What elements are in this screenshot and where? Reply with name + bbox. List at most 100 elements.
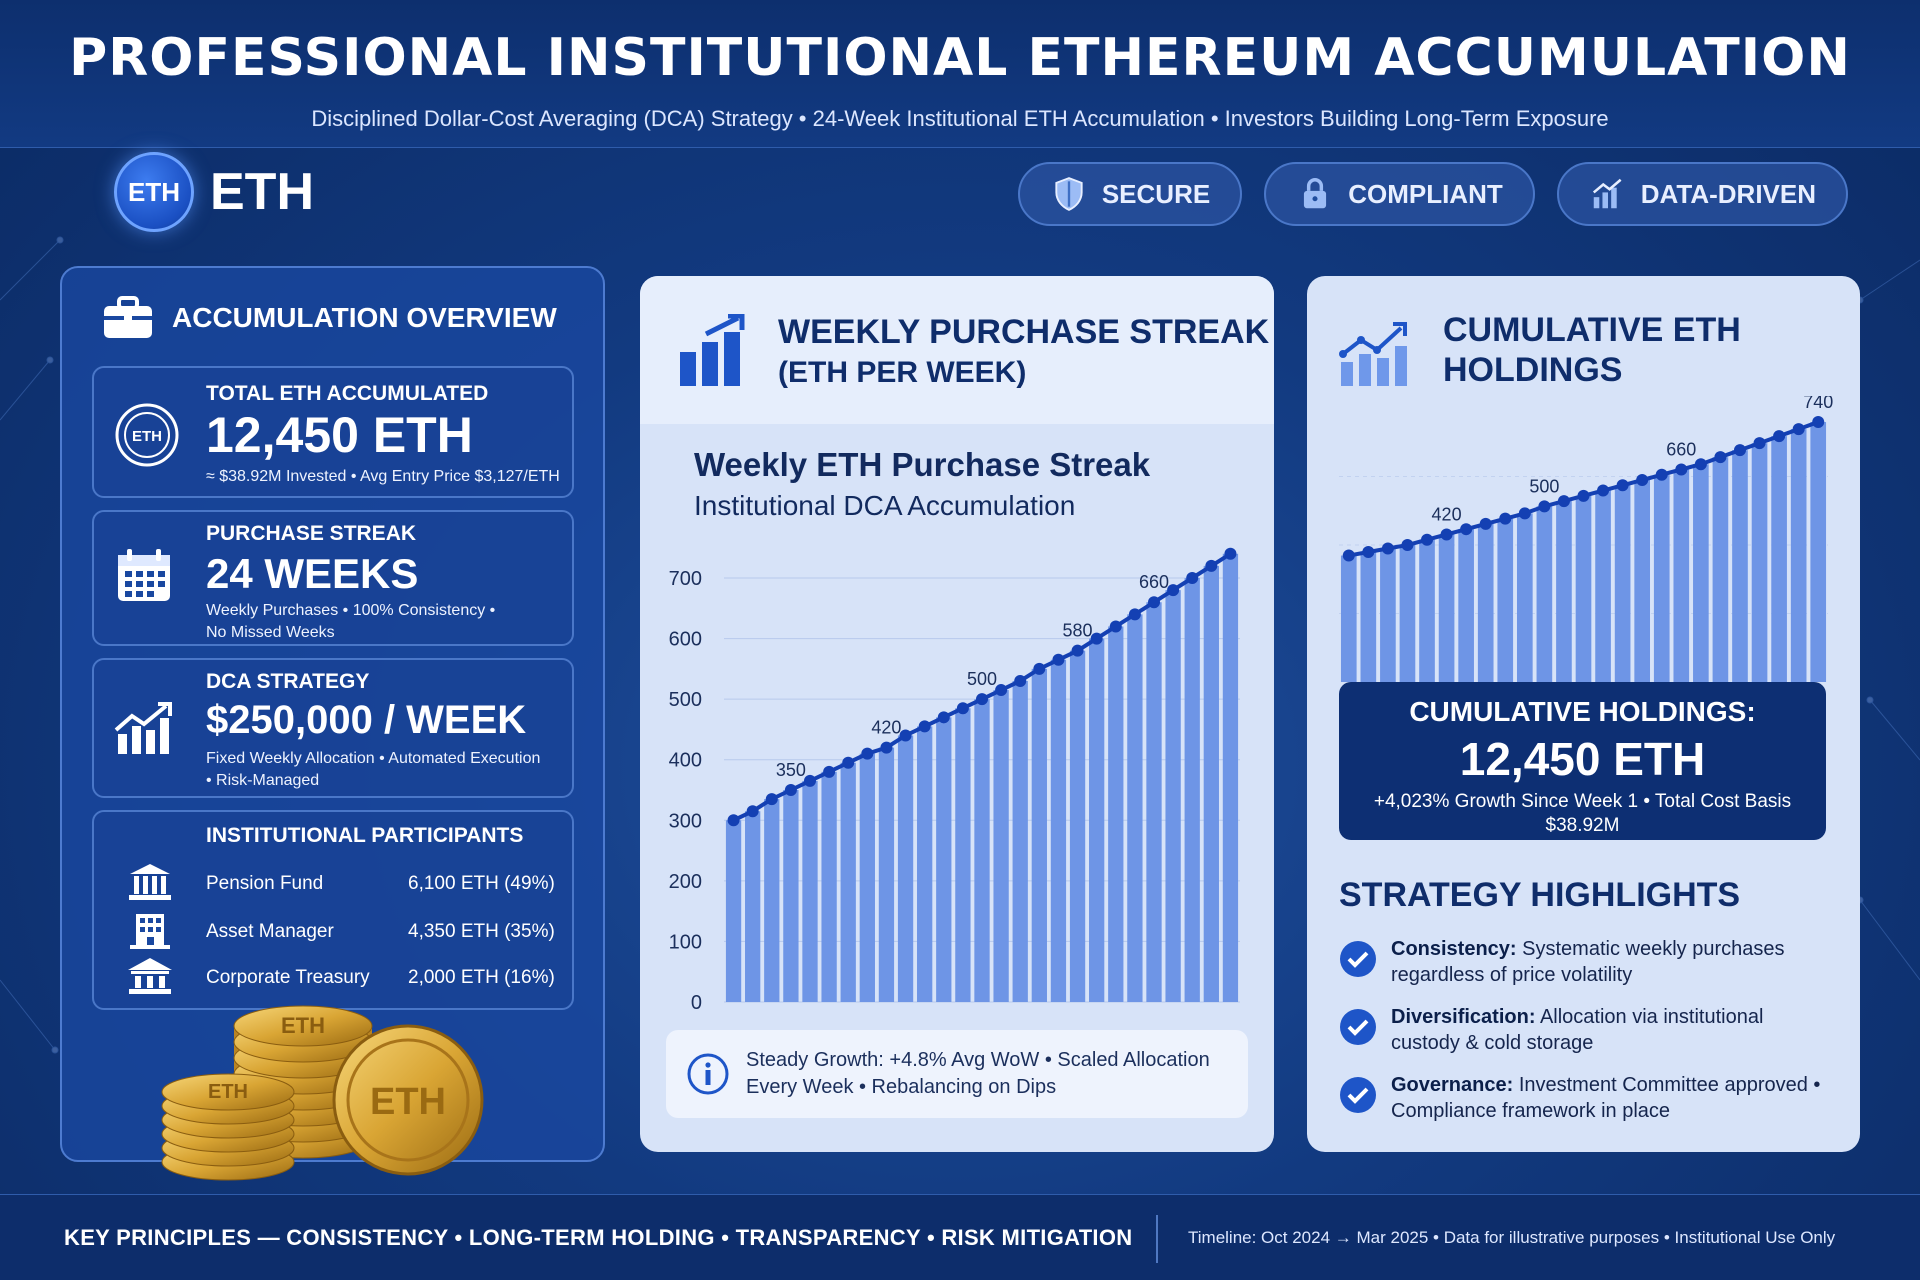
treasury-icon [126, 956, 174, 1001]
accumulation-overview-panel: ACCUMULATION OVERVIEW ETH TOTAL ETH ACCU… [60, 266, 605, 1162]
data-point [1479, 517, 1492, 530]
bar [917, 726, 933, 1002]
data-label: 500 [967, 669, 997, 689]
gold-coins-illustration: ETH ETH ETH [161, 1005, 484, 1181]
cumulative-box-sub-1: +4,023% Growth Since Week 1 • Total Cost… [1373, 791, 1792, 812]
highlight-text: Allocation via institutional custody & c… [1391, 1006, 1764, 1054]
info-box: Steady Growth: +4.8% Avg WoW • Scaled Al… [666, 1030, 1248, 1118]
data-point [1052, 653, 1065, 666]
streak-sub-2: No Missed Weeks [206, 624, 335, 641]
y-tick-label: 300 [669, 810, 702, 832]
data-point [1577, 489, 1590, 502]
bar [1751, 443, 1768, 682]
data-point [861, 747, 874, 760]
data-point [1421, 533, 1434, 546]
streak-label: PURCHASE STREAK [206, 522, 417, 545]
bar [1556, 501, 1572, 682]
lock-icon [1304, 178, 1327, 209]
data-point [1186, 572, 1199, 584]
bar [936, 717, 952, 1002]
data-label: 660 [1666, 439, 1696, 459]
eth-coin-icon-text: ETH [132, 428, 162, 445]
data-point [842, 756, 855, 769]
data-point [937, 711, 950, 724]
data-point [1071, 644, 1084, 657]
bar [1790, 429, 1807, 682]
data-point [1440, 528, 1453, 541]
badge-compliant-label: COMPLIANT [1348, 178, 1503, 209]
bar [1614, 485, 1631, 682]
eth-coin-icon: ETH [114, 402, 180, 473]
data-point [1597, 484, 1610, 497]
dca-sub-2: • Risk-Managed [206, 772, 320, 789]
data-point [995, 684, 1008, 697]
cumulative-holdings-panel: CUMULATIVE ETH HOLDINGS 420 500 660 740 CUM… [1307, 276, 1860, 1152]
bar [1771, 436, 1787, 682]
bar [1458, 529, 1474, 682]
bar [745, 811, 761, 1002]
coin-label: ETH [208, 1081, 248, 1103]
data-point [727, 814, 740, 827]
bar [840, 762, 856, 1002]
data-point [1090, 632, 1103, 645]
data-point [804, 774, 816, 787]
highlight-bold: Consistency: [1391, 938, 1517, 960]
data-point [1675, 463, 1688, 476]
data-label: 660 [1139, 572, 1169, 592]
dca-label: DCA STRATEGY [206, 670, 370, 693]
bar [1165, 590, 1181, 1002]
calendar-icon [114, 546, 174, 611]
check-circle-icon [1340, 1077, 1376, 1113]
weekly-bar-chart: 0100200300400500600700350420500580660740 [669, 547, 1240, 1014]
bar [993, 690, 1009, 1002]
data-point [746, 805, 759, 818]
footer-note: Timeline: Oct 2024 → Mar 2025 • Data for… [1188, 1227, 1836, 1247]
bar-growth-icon [680, 314, 745, 386]
data-point [1636, 474, 1649, 487]
dca-sub-1: Fixed Weekly Allocation • Automated Exec… [206, 750, 541, 767]
bar [1069, 650, 1086, 1002]
cumulative-panel-title-2: HOLDINGS [1443, 351, 1623, 389]
participant-row: Corporate Treasury 2,000 ETH (16%) [94, 956, 576, 1001]
badge-data-driven-label: DATA-DRIVEN [1640, 178, 1816, 209]
highlight-bold: Diversification: [1391, 1006, 1536, 1028]
data-point [899, 729, 912, 742]
bar [1516, 513, 1533, 682]
footer-principles: KEY PRINCIPLES — CONSISTENCY • LONG-TERM… [64, 1224, 1133, 1250]
data-point [1714, 451, 1727, 464]
institutional-participants-card: INSTITUTIONAL PARTICIPANTS Pension Fund … [92, 810, 574, 1010]
footer: KEY PRINCIPLES — CONSISTENCY • LONG-TERM… [0, 1194, 1920, 1280]
bank-icon [126, 862, 174, 907]
bar [1477, 523, 1494, 682]
bar [1497, 518, 1514, 682]
y-tick-label: 400 [669, 750, 702, 772]
shield-icon [1055, 177, 1083, 211]
data-point [976, 693, 988, 706]
bar [1203, 565, 1219, 1002]
y-tick-label: 500 [669, 689, 702, 711]
participant-value: 2,000 ETH (16%) [408, 967, 555, 988]
bar [1419, 539, 1435, 682]
participant-name: Corporate Treasury [206, 967, 370, 988]
data-label: 420 [871, 718, 901, 738]
badge-row: SECURE COMPLIANT DATA-DRIVEN [1017, 162, 1848, 226]
bar [1399, 545, 1416, 682]
data-point [1224, 547, 1237, 560]
weekly-purchase-panel: WEEKLY PURCHASE STREAK (ETH PER WEEK) We… [640, 276, 1274, 1152]
dca-strategy-card: DCA STRATEGY $250,000 / WEEK Fixed Weekl… [92, 658, 574, 798]
data-point [823, 765, 836, 778]
bar [1184, 578, 1200, 1002]
bar [1031, 668, 1047, 1002]
data-point [1518, 507, 1531, 520]
bar [1146, 602, 1162, 1002]
bar [1634, 480, 1651, 682]
coin-label: ETH [370, 1081, 446, 1123]
y-tick-label: 100 [669, 931, 702, 953]
trend-up-icon [114, 700, 176, 761]
total-eth-label: TOTAL ETH ACCUMULATED [206, 382, 489, 405]
data-point [1499, 512, 1512, 525]
bar [1340, 555, 1357, 682]
total-eth-sub: ≈ $38.92M Invested • Avg Entry Price $3,… [206, 468, 560, 485]
check-circle-icon [1340, 941, 1376, 977]
streak-sub-1: Weekly Purchases • 100% Consistency • [206, 602, 496, 619]
